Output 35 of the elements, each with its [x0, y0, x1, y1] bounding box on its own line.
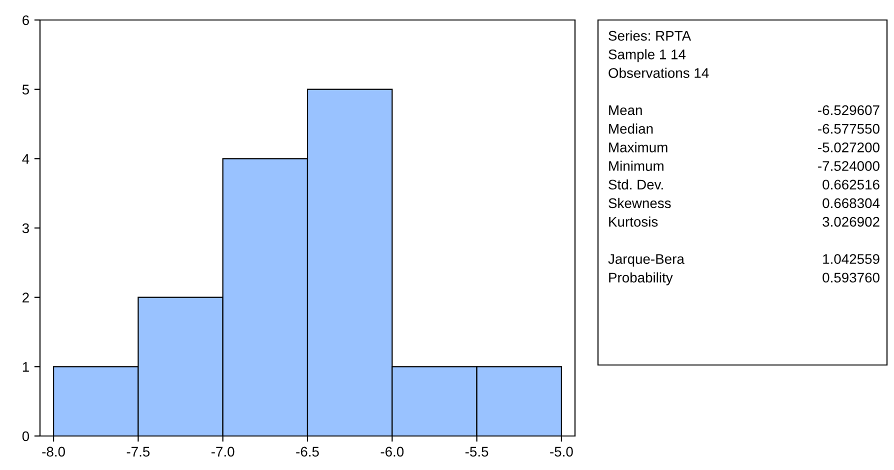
text: -6.529607	[818, 105, 880, 116]
x-tick-label: -6.5	[296, 446, 319, 457]
x-tick-label: -5.0	[550, 446, 573, 457]
text: 0.593760	[822, 272, 880, 283]
text: Observations 14	[608, 68, 709, 78]
x-tick-label: -8.0	[42, 446, 65, 457]
text: -7.524000	[818, 161, 880, 171]
text: Maximum	[609, 142, 668, 152]
text: Kurtosis	[609, 216, 658, 227]
text: 1.042559	[823, 254, 880, 264]
text: Mean	[609, 105, 642, 116]
text: Sample 1 14	[608, 49, 686, 62]
x-tick-label: -7.5	[126, 446, 150, 457]
text: Jarque-Bera	[608, 254, 684, 267]
y-tick-label: 2	[22, 292, 29, 302]
y-tick-label: 4	[22, 154, 30, 164]
text: Std. Dev.	[608, 179, 663, 190]
text: 0.668304	[822, 198, 880, 208]
y-tick-label: 3	[22, 223, 29, 234]
text: 0.662516	[822, 180, 880, 190]
text: Minimum	[609, 160, 664, 171]
text: Median	[609, 124, 653, 134]
text: -5.027200	[818, 142, 880, 152]
x-tick-label: -7.0	[212, 446, 234, 457]
y-tick-label: 5	[22, 84, 29, 95]
y-tick-label: 0	[22, 431, 30, 442]
text: Skewness	[608, 198, 671, 208]
y-tick-label: 1	[22, 362, 29, 372]
text: Series: RPTA	[608, 30, 692, 41]
text: 3.026902	[822, 216, 880, 227]
x-tick-label: -5.5	[465, 446, 488, 457]
y-tick-label: 6	[22, 15, 29, 26]
x-tick-label: -6.0	[380, 446, 404, 457]
text: -6.577550	[818, 124, 880, 134]
text: Probability	[609, 272, 673, 286]
